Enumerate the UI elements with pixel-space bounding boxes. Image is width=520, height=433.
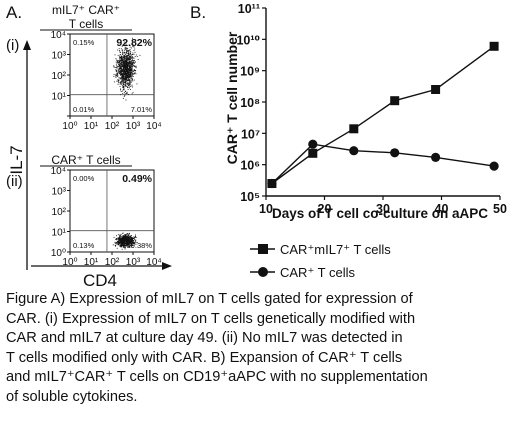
flow-x-tick-label: 10⁰ xyxy=(62,257,77,268)
data-point-square xyxy=(390,96,400,106)
caption-line: and mIL7⁺CAR⁺ T cells on CD19⁺aAPC with … xyxy=(6,369,428,386)
flow-y-tick-label: 10⁰ xyxy=(51,248,66,259)
plot-ii-roman-label: (ii) xyxy=(6,173,23,190)
legend-label-car: CAR⁺ T cells xyxy=(280,265,356,280)
caption-line: Figure A) Expression of mIL7 on T cells … xyxy=(6,291,413,307)
flow-plot-frame xyxy=(69,33,155,117)
chart-y-tick-label: 10⁵ xyxy=(240,190,260,204)
data-point-square xyxy=(431,85,441,94)
flow-y-tick-label: 10³ xyxy=(52,51,67,62)
il7-axis-label: IL-7 xyxy=(7,145,26,174)
chart-y-tick-label: 10⁹ xyxy=(240,65,260,79)
plot-i-title-line-2: T cells xyxy=(69,17,103,31)
chart-x-tick-label: 20 xyxy=(318,202,332,216)
flow-x-tick-label: 10¹ xyxy=(84,121,99,132)
flow-y-tick-label: 10³ xyxy=(52,187,67,198)
chart-legend: CAR⁺mIL7⁺ T cells CAR⁺ T cells xyxy=(250,242,391,280)
data-point-circle xyxy=(267,178,277,189)
expansion-line-chart: 10⁵ 10⁶ 10⁷ 10⁸ 10⁹ 10¹⁰ 10¹¹ 10 20 30 40 50 xyxy=(236,2,507,216)
flow-y-tick-label: 10⁴ xyxy=(51,30,66,41)
legend-square-marker xyxy=(258,244,268,254)
figure-caption: Figure A) Expression of mIL7 on T cells … xyxy=(6,290,516,408)
chart-y-tick-label: 10⁶ xyxy=(240,159,260,173)
chart-x-tick-label: 40 xyxy=(435,202,449,216)
series-line-car xyxy=(271,143,495,185)
flow-x-tick-label: 10¹ xyxy=(84,257,99,268)
chart-x-tick-label: 50 xyxy=(493,202,507,216)
quadrant-percent-upper-left: 0.00% xyxy=(73,174,95,183)
legend-circle-marker xyxy=(258,267,268,277)
flow-x-tick-label: 10³ xyxy=(126,257,141,268)
data-point-circle xyxy=(308,139,318,149)
chart-y-tick-label: 10¹⁰ xyxy=(236,33,260,47)
data-point-circle xyxy=(349,146,359,156)
data-point-circle xyxy=(431,152,441,162)
flow-plot-i: 10¹ 10² 10³ 10⁴ 10⁰ 10¹ 10² 10³ 10⁴ 0.15% 92.82% 0.… xyxy=(51,30,162,132)
event-dots xyxy=(112,232,138,250)
quadrant-percent-upper-right: 92.82% xyxy=(116,37,152,49)
quadrant-percent-lower-right: 99.38% xyxy=(127,241,153,250)
data-point-square xyxy=(308,148,318,158)
chart-x-tick-label: 10 xyxy=(259,202,273,216)
data-point-circle xyxy=(390,148,400,158)
quadrant-percent-upper-right: 0.49% xyxy=(122,173,152,185)
chart-y-tick-label: 10¹¹ xyxy=(238,2,260,16)
legend-label-car-mil7: CAR⁺mIL7⁺ T cells xyxy=(280,242,391,257)
data-point-square xyxy=(489,41,499,51)
chart-x-tick-label: 30 xyxy=(376,202,390,216)
caption-line: T cells modified only with CAR. B) Expan… xyxy=(6,349,403,366)
flow-y-tick-label: 10² xyxy=(52,71,67,82)
event-dots xyxy=(113,37,141,101)
flow-x-tick-label: 10³ xyxy=(126,121,141,132)
flow-plot-ii: 10⁰ 10¹ 10² 10³ 10⁴ 10⁰ 10¹ 10² 10³ 10⁴ 0.00% 0.49%… xyxy=(51,166,162,268)
flow-y-tick-label: 10¹ xyxy=(52,228,67,239)
flow-y-tick-label: 10¹ xyxy=(52,92,67,103)
flow-x-tick-label: 10² xyxy=(105,121,120,132)
panel-b-label: B. xyxy=(190,3,206,22)
series-line-car-mil7 xyxy=(271,45,495,185)
flow-x-tick-label: 10⁴ xyxy=(146,257,161,268)
panel-a-label: A. xyxy=(6,3,22,22)
quadrant-percent-lower-right: 7.01% xyxy=(131,105,153,114)
quadrant-percent-lower-left: 0.01% xyxy=(73,105,95,114)
quadrant-percent-lower-left: 0.13% xyxy=(73,241,95,250)
plot-i-roman-label: (i) xyxy=(6,37,19,54)
cd4-arrowhead xyxy=(162,262,172,270)
data-point-circle xyxy=(489,161,499,171)
chart-y-axis-label: CAR⁺ T cell number xyxy=(224,31,240,164)
flow-y-tick-label: 10⁴ xyxy=(51,166,66,177)
plot-i-title-line-1: mIL7⁺ CAR⁺ xyxy=(52,3,120,17)
quadrant-percent-upper-left: 0.15% xyxy=(73,38,95,47)
plot-ii-title: CAR⁺ T cells xyxy=(51,153,120,167)
caption-line: of soluble cytokines. xyxy=(6,388,138,405)
figure: A. (i) (ii) mIL7⁺ CAR⁺ T cells CAR⁺ T ce… xyxy=(6,2,507,290)
chart-y-tick-label: 10⁷ xyxy=(241,127,260,141)
flow-y-tick-label: 10² xyxy=(52,207,67,218)
caption-line: CAR. (i) Expression of mIL7 on T cells g… xyxy=(6,310,416,327)
flow-x-tick-label: 10⁰ xyxy=(62,121,77,132)
caption-line: CAR and mIL7 at culture day 49. (ii) No … xyxy=(6,330,403,347)
cd4-axis-label: CD4 xyxy=(83,271,117,290)
chart-x-axis-label: Days of T cell co-culture on aAPC xyxy=(272,206,488,221)
il7-arrowhead xyxy=(23,40,31,50)
flow-x-tick-label: 10⁴ xyxy=(146,121,161,132)
flow-x-tick-label: 10² xyxy=(105,257,120,268)
data-point-square xyxy=(349,124,359,134)
chart-y-tick-label: 10⁸ xyxy=(240,96,260,110)
